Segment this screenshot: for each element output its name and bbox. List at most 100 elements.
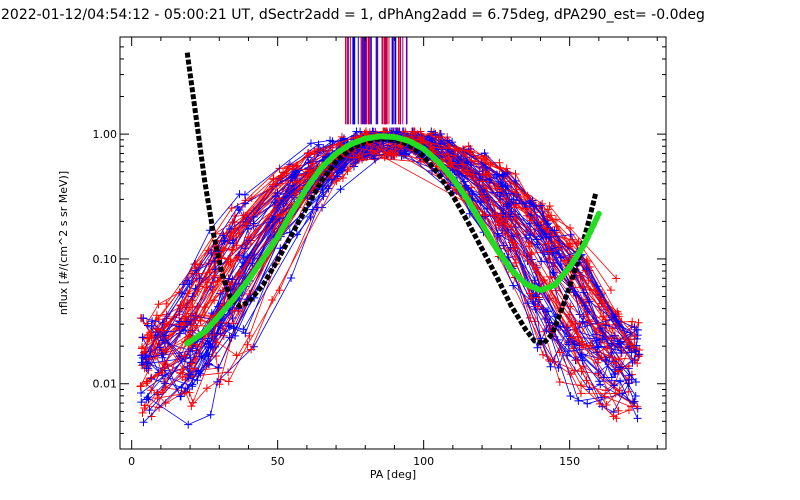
red-marker — [578, 337, 587, 346]
blue-marker — [181, 326, 190, 335]
red-marker — [268, 295, 277, 304]
red-marker — [628, 317, 637, 326]
red-marker — [545, 201, 554, 210]
red-marker — [190, 364, 199, 373]
red-marker — [612, 274, 621, 283]
red-marker — [187, 402, 196, 411]
blue-marker — [633, 414, 642, 423]
red-marker — [358, 155, 367, 164]
red-marker — [511, 188, 520, 197]
red-marker — [284, 162, 293, 171]
blue-marker — [460, 177, 469, 186]
fit-curve-green — [184, 133, 602, 347]
blue-marker — [477, 160, 486, 169]
red-marker — [154, 300, 163, 309]
x-tick-label: 100 — [413, 455, 434, 468]
red-marker — [388, 150, 397, 159]
blue-marker — [627, 348, 636, 357]
red-marker — [624, 362, 633, 371]
red-marker — [526, 313, 535, 322]
blue-marker — [583, 399, 592, 408]
red-marker — [568, 333, 577, 342]
blue-marker — [523, 299, 532, 308]
red-marker — [614, 355, 623, 364]
blue-marker — [610, 331, 619, 340]
red-marker — [218, 286, 227, 295]
red-marker — [495, 158, 504, 167]
red-marker — [187, 359, 196, 368]
blue-marker — [231, 331, 240, 340]
red-marker — [634, 318, 643, 327]
red-marker — [582, 310, 591, 319]
blue-marker — [478, 172, 487, 181]
red-marker — [451, 145, 460, 154]
blue-marker — [448, 138, 457, 147]
red-marker — [544, 239, 553, 248]
red-marker — [555, 348, 564, 357]
data-layer — [136, 37, 644, 429]
red-marker — [224, 368, 233, 377]
blue-marker — [139, 418, 148, 427]
red-marker — [525, 289, 534, 298]
blue-marker — [609, 381, 618, 390]
red-marker — [200, 303, 209, 312]
red-marker — [147, 412, 156, 421]
blue-marker — [235, 190, 244, 199]
red-marker — [511, 169, 520, 178]
red-marker — [380, 151, 389, 160]
axes-layer: 0 50 100 150 0.01 0.10 1.00 — [93, 36, 666, 468]
red-marker — [291, 189, 300, 198]
blue-marker — [306, 139, 315, 148]
red-marker — [609, 412, 618, 421]
blue-marker — [480, 149, 489, 158]
red-marker — [153, 394, 162, 403]
red-marker — [275, 194, 284, 203]
red-marker — [482, 184, 491, 193]
red-marker — [137, 344, 146, 353]
blue-marker — [206, 410, 215, 419]
red-marker — [307, 159, 316, 168]
red-marker — [572, 239, 581, 248]
red-marker — [531, 265, 540, 274]
red-marker — [600, 392, 609, 401]
blue-marker — [137, 389, 146, 398]
blue-marker — [337, 166, 346, 175]
red-marker — [136, 381, 145, 390]
blue-curve — [159, 132, 632, 398]
blue-marker — [602, 321, 611, 330]
blue-marker — [155, 343, 164, 352]
red-marker — [227, 204, 236, 213]
blue-marker — [541, 229, 550, 238]
blue-marker — [509, 281, 518, 290]
red-marker — [232, 351, 241, 360]
blue-marker — [578, 317, 587, 326]
red-marker — [610, 359, 619, 368]
red-marker — [538, 199, 547, 208]
blue-marker — [618, 389, 627, 398]
x-tick-label: 150 — [559, 455, 580, 468]
blue-marker — [624, 379, 633, 388]
blue-marker — [533, 240, 542, 249]
red-marker — [451, 151, 460, 160]
blue-marker — [144, 364, 153, 373]
blue-marker — [495, 192, 504, 201]
blue-marker — [543, 220, 552, 229]
blue-marker — [393, 127, 402, 136]
blue-marker — [585, 385, 594, 394]
red-marker — [185, 388, 194, 397]
red-marker — [522, 204, 531, 213]
red-marker — [493, 184, 502, 193]
red-marker — [495, 163, 504, 172]
blue-marker — [607, 373, 616, 382]
red-marker — [463, 166, 472, 175]
y-tick-label: 1.00 — [93, 128, 118, 141]
plot-frame — [119, 36, 667, 450]
blue-marker — [206, 342, 215, 351]
blue-marker — [537, 257, 546, 266]
blue-marker — [522, 233, 531, 242]
red-marker — [230, 306, 239, 315]
red-marker — [278, 210, 287, 219]
x-tick-label: 0 — [128, 455, 135, 468]
red-marker — [633, 402, 642, 411]
red-marker — [160, 319, 169, 328]
